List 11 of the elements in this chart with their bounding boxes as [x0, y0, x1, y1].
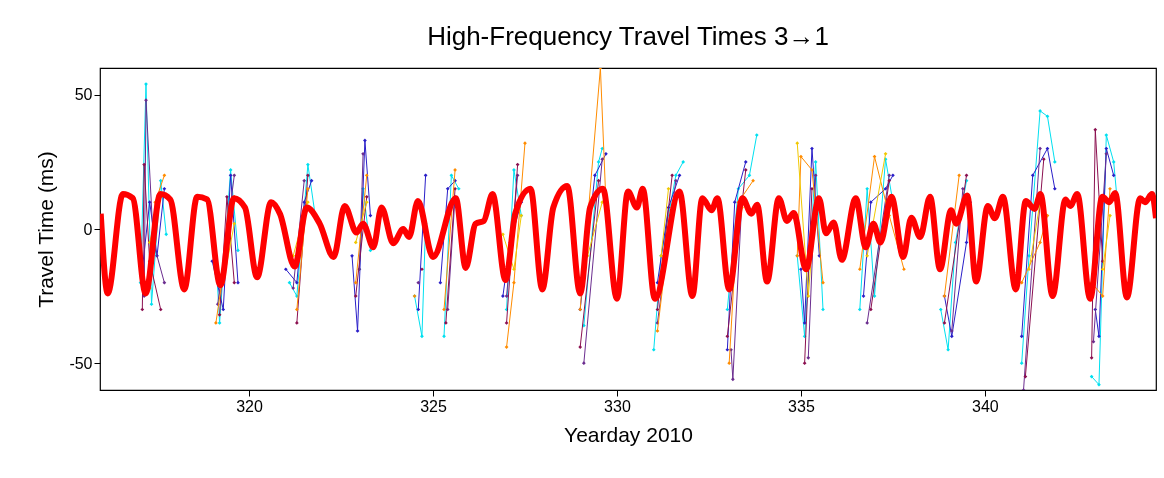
y-tick-label: 50	[74, 86, 93, 104]
x-tick-label: 330	[604, 397, 631, 415]
x-axis-title: Yearday 2010	[564, 422, 693, 446]
x-tick-label: 340	[972, 397, 999, 415]
x-tick-label: 325	[420, 397, 447, 415]
y-axis-title: Travel Time (ms)	[34, 151, 58, 308]
x-tick-label: 335	[788, 397, 815, 415]
y-tick-label: 0	[83, 220, 93, 238]
y-tick-label: -50	[69, 354, 93, 372]
x-tick-label: 320	[236, 397, 263, 415]
chart-title: High-Frequency Travel Times 3→1	[427, 21, 829, 51]
